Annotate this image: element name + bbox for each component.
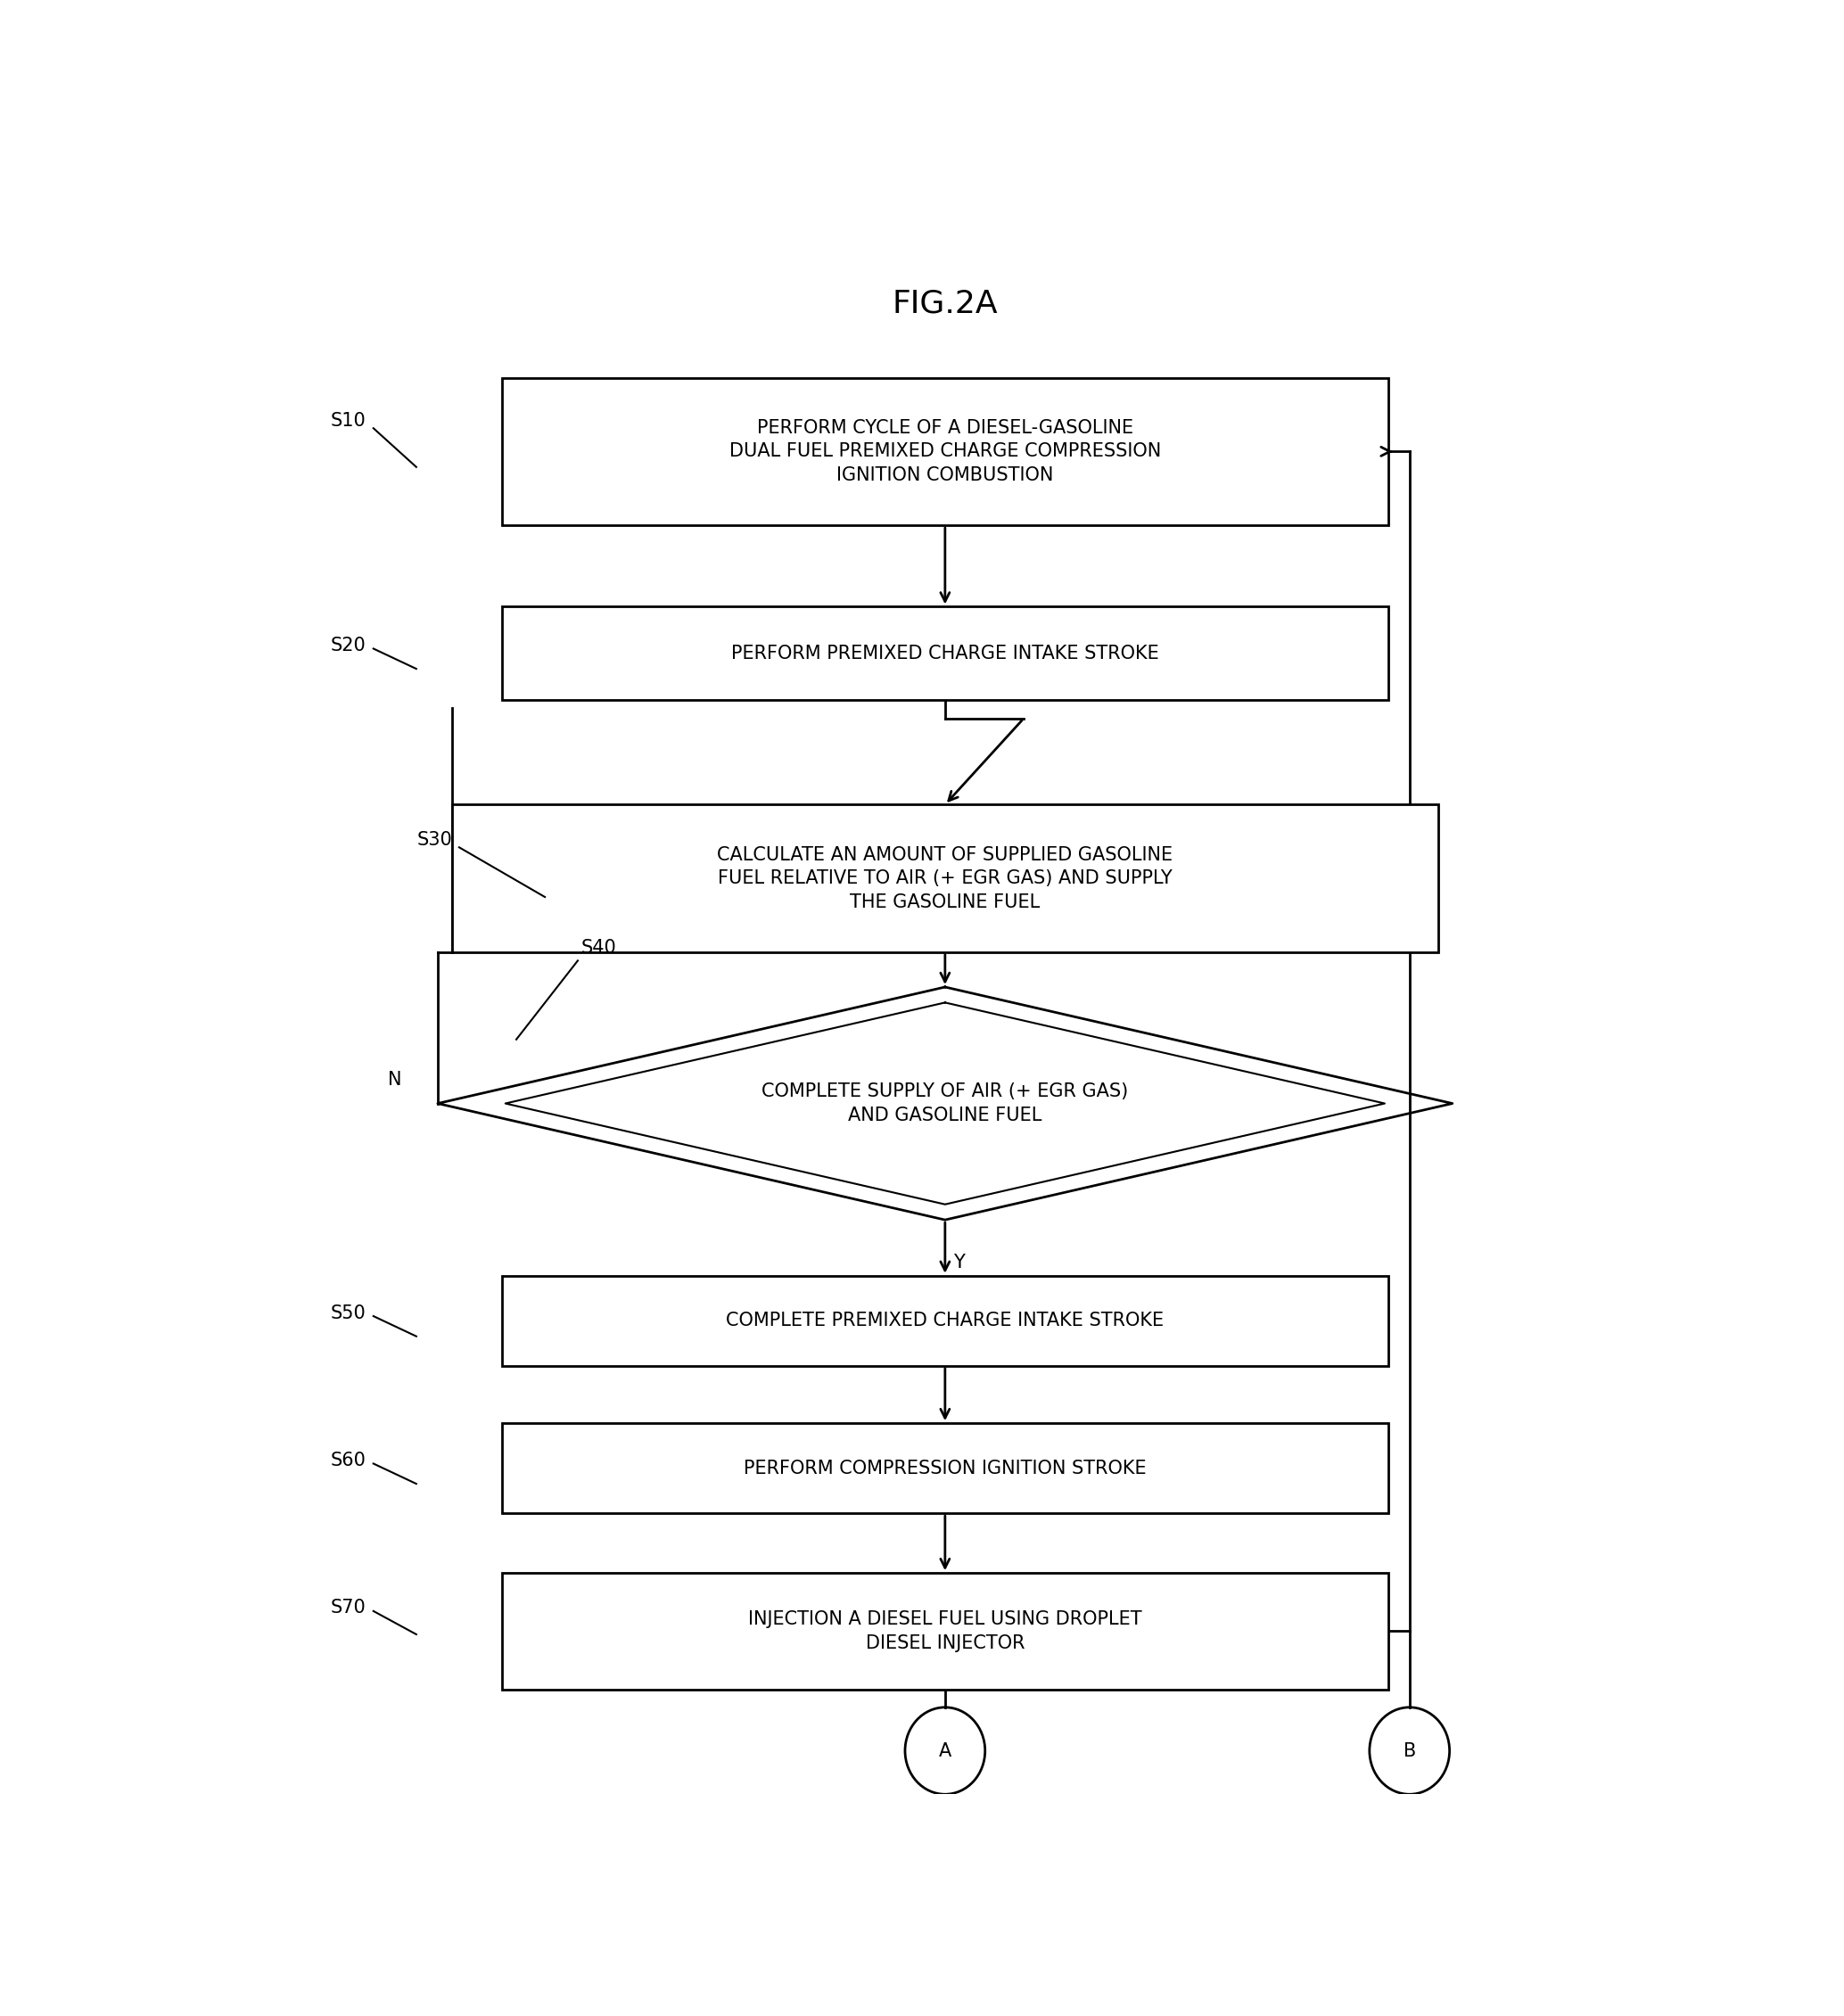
Text: FIG.2A: FIG.2A <box>892 288 998 319</box>
Text: S30: S30 <box>417 831 452 849</box>
Text: S60: S60 <box>330 1452 367 1470</box>
Text: PERFORM CYCLE OF A DIESEL-GASOLINE
DUAL FUEL PREMIXED CHARGE COMPRESSION
IGNITIO: PERFORM CYCLE OF A DIESEL-GASOLINE DUAL … <box>728 419 1162 484</box>
Text: S40: S40 <box>581 939 616 958</box>
Text: PERFORM COMPRESSION IGNITION STROKE: PERFORM COMPRESSION IGNITION STROKE <box>743 1460 1147 1478</box>
Text: B: B <box>1403 1742 1416 1760</box>
Text: S10: S10 <box>330 411 367 429</box>
Text: CALCULATE AN AMOUNT OF SUPPLIED GASOLINE
FUEL RELATIVE TO AIR (+ EGR GAS) AND SU: CALCULATE AN AMOUNT OF SUPPLIED GASOLINE… <box>717 847 1173 911</box>
FancyBboxPatch shape <box>502 377 1389 526</box>
Text: COMPLETE SUPPLY OF AIR (+ EGR GAS)
AND GASOLINE FUEL: COMPLETE SUPPLY OF AIR (+ EGR GAS) AND G… <box>762 1083 1129 1125</box>
FancyBboxPatch shape <box>452 804 1438 952</box>
Text: S70: S70 <box>330 1599 367 1617</box>
Text: INJECTION A DIESEL FUEL USING DROPLET
DIESEL INJECTOR: INJECTION A DIESEL FUEL USING DROPLET DI… <box>749 1611 1141 1651</box>
Text: A: A <box>939 1742 952 1760</box>
FancyBboxPatch shape <box>502 1423 1389 1514</box>
FancyBboxPatch shape <box>502 607 1389 700</box>
FancyBboxPatch shape <box>502 1572 1389 1689</box>
Text: Y: Y <box>953 1254 964 1272</box>
Text: COMPLETE PREMIXED CHARGE INTAKE STROKE: COMPLETE PREMIXED CHARGE INTAKE STROKE <box>727 1312 1164 1331</box>
Text: S20: S20 <box>330 637 367 655</box>
Text: N: N <box>389 1070 402 1089</box>
Text: S50: S50 <box>330 1304 367 1322</box>
FancyBboxPatch shape <box>502 1276 1389 1365</box>
Text: PERFORM PREMIXED CHARGE INTAKE STROKE: PERFORM PREMIXED CHARGE INTAKE STROKE <box>732 645 1158 661</box>
